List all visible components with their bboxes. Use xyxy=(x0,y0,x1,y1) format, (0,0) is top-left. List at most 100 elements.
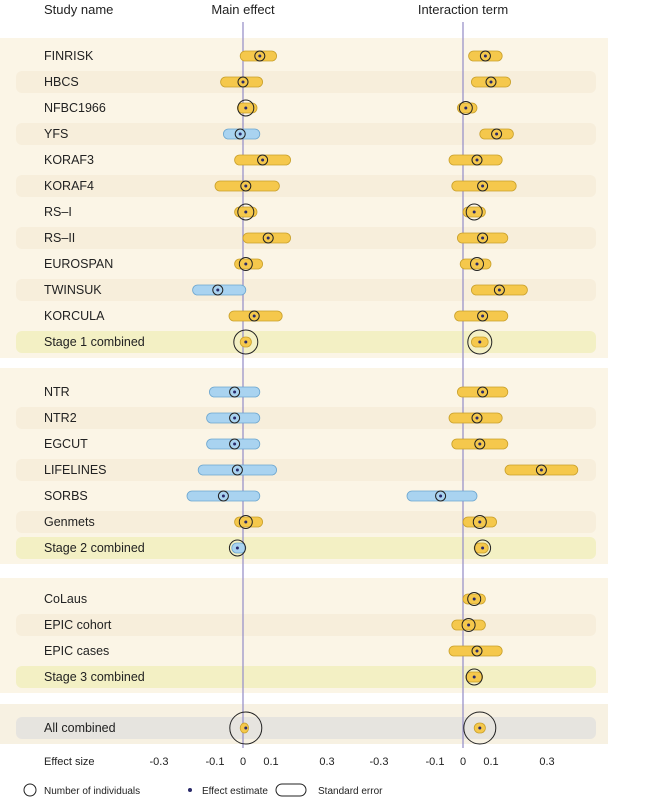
study-label-rs-ii: RS–II xyxy=(44,231,75,245)
study-label-genmets: Genmets xyxy=(44,515,95,529)
study-label-sorbs: SORBS xyxy=(44,489,88,503)
main-ntr-n-circle xyxy=(229,386,241,398)
study-label-yfs: YFS xyxy=(44,127,68,141)
interaction-epic-cases-n-circle xyxy=(471,645,483,657)
main-egcut-n-circle xyxy=(229,438,241,450)
main-tick-3: 0.1 xyxy=(263,756,278,768)
main-stage-1-combined-n-circle xyxy=(233,329,259,355)
interaction-twinsuk-n-circle xyxy=(493,284,505,296)
legend-estimate-icon xyxy=(188,788,192,792)
study-label-epic-cohort: EPIC cohort xyxy=(44,618,112,632)
main-rs-ii-estimate-dot xyxy=(266,236,270,240)
main-genmets-n-circle xyxy=(238,515,253,529)
main-hbcs-n-circle xyxy=(237,76,249,88)
main-tick-2: 0 xyxy=(240,756,246,768)
interaction-stage-3-combined-n-circle xyxy=(465,668,483,686)
main-twinsuk-n-circle xyxy=(212,284,224,296)
interaction-tick-2: 0 xyxy=(460,756,466,768)
main-koraf4-n-circle xyxy=(240,180,252,192)
interaction-all-combined-n-circle xyxy=(463,711,497,745)
main-rs-i-estimate-dot xyxy=(244,210,248,214)
main-koraf3-estimate-dot xyxy=(261,158,265,162)
study-label-koraf3: KORAF3 xyxy=(44,153,94,167)
main-twinsuk-estimate-dot xyxy=(216,288,220,292)
interaction-stage-3-combined-estimate-dot xyxy=(472,675,476,679)
interaction-tick-3: 0.1 xyxy=(483,756,498,768)
row-band-8 xyxy=(16,511,596,533)
main-ntr2-n-circle xyxy=(229,412,241,424)
interaction-sorbs-estimate-dot xyxy=(439,494,443,498)
study-label-egcut: EGCUT xyxy=(44,437,88,451)
effect-marks xyxy=(186,50,579,745)
main-egcut-estimate-dot xyxy=(233,442,237,446)
interaction-rs-i-estimate-dot xyxy=(472,210,476,214)
interaction-colaus-estimate-dot xyxy=(472,597,476,601)
main-lifelines-n-circle xyxy=(231,464,243,476)
interaction-korcula-n-circle xyxy=(477,310,489,322)
main-stage-2-combined-n-circle xyxy=(228,539,246,557)
main-sorbs-estimate-dot xyxy=(221,494,225,498)
main-koraf3-n-circle xyxy=(257,154,269,166)
row-band-12 xyxy=(16,717,596,739)
main-eurospan-se-bar xyxy=(234,258,264,270)
study-label-rs-i: RS–I xyxy=(44,205,72,219)
axis-label-effect-size: Effect size xyxy=(44,756,95,768)
main-ntr-estimate-dot xyxy=(233,390,237,394)
study-label-stage-2-combined: Stage 2 combined xyxy=(44,541,145,555)
main-rs-i-n-circle xyxy=(237,203,255,221)
interaction-rs-ii-estimate-dot xyxy=(481,236,485,240)
row-band-3 xyxy=(16,227,596,249)
interaction-stage-1-combined-n-circle xyxy=(467,329,493,355)
interaction-twinsuk-estimate-dot xyxy=(497,288,501,292)
main-yfs-estimate-dot xyxy=(238,132,242,136)
interaction-epic-cases-estimate-dot xyxy=(475,649,479,653)
study-label-hbcs: HBCS xyxy=(44,75,79,89)
header-main-effect: Main effect xyxy=(211,2,275,17)
study-label-korcula: KORCULA xyxy=(44,309,105,323)
main-nfbc1966-n-circle xyxy=(237,99,255,117)
legend-se-label: Standard error xyxy=(318,786,383,797)
legend-estimate-label: Effect estimate xyxy=(202,786,268,797)
interaction-ntr-estimate-dot xyxy=(481,390,485,394)
interaction-yfs-n-circle xyxy=(491,128,503,140)
main-genmets-se-bar xyxy=(234,516,264,528)
interaction-koraf4-estimate-dot xyxy=(481,184,485,188)
interaction-eurospan-n-circle xyxy=(470,257,484,271)
row-band-2 xyxy=(16,175,596,197)
row-band-1 xyxy=(16,123,596,145)
interaction-stage-2-combined-n-circle xyxy=(474,539,492,557)
study-label-colaus: CoLaus xyxy=(44,592,87,606)
main-koraf4-estimate-dot xyxy=(244,184,248,188)
main-tick-4: 0.3 xyxy=(319,756,334,768)
main-yfs-n-circle xyxy=(234,128,246,140)
interaction-egcut-estimate-dot xyxy=(478,442,482,446)
main-stage-1-combined-estimate-dot xyxy=(244,340,248,344)
study-label-eurospan: EUROSPAN xyxy=(44,257,113,271)
study-label-ntr: NTR xyxy=(44,385,70,399)
interaction-epic-cohort-n-circle xyxy=(461,618,476,632)
interaction-lifelines-estimate-dot xyxy=(539,468,543,472)
main-tick-1: -0.1 xyxy=(206,756,225,768)
main-nfbc1966-estimate-dot xyxy=(244,106,248,110)
main-genmets-estimate-dot xyxy=(244,520,248,524)
row-band-9 xyxy=(16,537,596,559)
legend-individuals-icon xyxy=(23,783,37,797)
header-study-name: Study name xyxy=(44,2,113,17)
axis-ticks: Effect size -0.3 -0.1 0 0.1 0.3 -0.3 -0.1 0 0.1 0.… xyxy=(44,756,555,768)
study-labels: FINRISK HBCS NFBC1966 YFS KORAF3 KORAF4 RS–I RS… xyxy=(44,49,145,735)
interaction-sorbs-n-circle xyxy=(435,490,447,502)
interaction-tick-0: -0.3 xyxy=(370,756,389,768)
row-band-7 xyxy=(16,459,596,481)
interaction-lifelines-n-circle xyxy=(535,464,547,476)
main-ntr2-estimate-dot xyxy=(233,416,237,420)
main-tick-0: -0.3 xyxy=(150,756,169,768)
main-eurospan-n-circle xyxy=(238,257,253,271)
study-label-all-combined: All combined xyxy=(44,721,116,735)
interaction-rs-i-n-circle xyxy=(465,203,483,221)
interaction-korcula-estimate-dot xyxy=(481,314,485,318)
study-label-epic-cases: EPIC cases xyxy=(44,644,109,658)
interaction-yfs-estimate-dot xyxy=(495,132,499,136)
interaction-stage-2-combined-estimate-dot xyxy=(481,546,485,550)
interaction-eurospan-estimate-dot xyxy=(475,262,479,266)
